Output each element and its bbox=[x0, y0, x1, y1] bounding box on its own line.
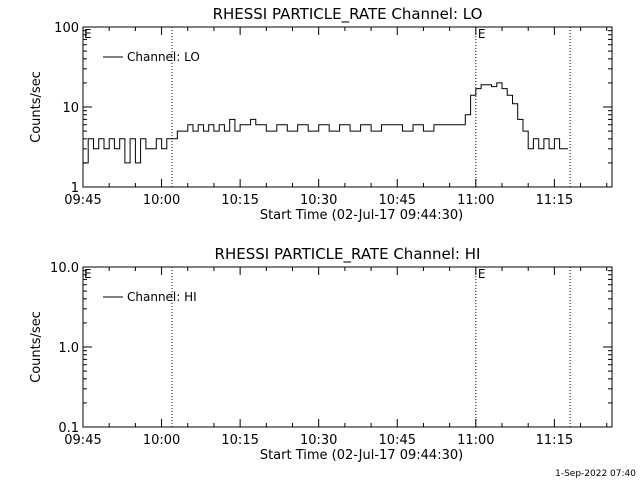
chart-1-x-tick-label: 10:30 bbox=[300, 193, 337, 208]
chart-2-x-tick-label: 09:45 bbox=[64, 433, 101, 448]
chart-2-y-tick-label: 0.1 bbox=[58, 421, 79, 436]
chart-1-x-tick-label: 10:00 bbox=[143, 193, 180, 208]
chart-1-legend-entry: Channel: LO bbox=[127, 50, 200, 64]
chart-1-x-tick-label: 09:45 bbox=[64, 193, 101, 208]
chart-2-x-tick-label: 11:15 bbox=[536, 433, 573, 448]
chart-2-x-tick-label: 10:45 bbox=[379, 433, 416, 448]
chart-1-y-tick-label: 100 bbox=[54, 21, 79, 36]
chart-2-y-tick-label: 10.0 bbox=[50, 261, 79, 276]
chart-1-y-tick-label: 1 bbox=[71, 181, 79, 196]
chart-2-x-tick-label: 10:00 bbox=[143, 433, 180, 448]
chart-2-title: RHESSI PARTICLE_RATE Channel: HI bbox=[215, 245, 481, 264]
chart-2-x-tick-label: 10:30 bbox=[300, 433, 337, 448]
footer-timestamp: 1-Sep-2022 07:40 bbox=[555, 469, 636, 479]
chart-2-y-axis-label: Counts/sec bbox=[29, 311, 44, 383]
chart-1-y-axis-label: Counts/sec bbox=[29, 71, 44, 143]
chart-1-x-axis-label: Start Time (02-Jul-17 09:44:30) bbox=[260, 208, 463, 223]
chart-2-x-axis-label: Start Time (02-Jul-17 09:44:30) bbox=[260, 448, 463, 463]
chart-2-y-tick-label: 1.0 bbox=[58, 341, 79, 356]
chart-2-x-tick-label: 11:00 bbox=[457, 433, 494, 448]
chart-1-x-tick-label: 11:00 bbox=[457, 193, 494, 208]
chart-2-corner-label: E bbox=[84, 267, 92, 281]
chart-1-y-tick-label: 10 bbox=[62, 101, 79, 116]
chart-1-series-line-1 bbox=[83, 82, 568, 164]
chart-1: RHESSI PARTICLE_RATE Channel: LO 09:45 10:… bbox=[29, 5, 613, 223]
chart-2: RHESSI PARTICLE_RATE Channel: HI 09:45 10:… bbox=[29, 245, 613, 463]
chart-1-x-tick-label: 11:15 bbox=[536, 193, 573, 208]
chart-1-x-tick-label: 10:15 bbox=[221, 193, 258, 208]
chart-1-title: RHESSI PARTICLE_RATE Channel: LO bbox=[213, 5, 483, 24]
chart-1-corner-label: E bbox=[84, 27, 92, 41]
chart-2-event-marker-label: E bbox=[478, 267, 486, 281]
chart-2-x-tick-label: 10:15 bbox=[221, 433, 258, 448]
chart-2-legend-entry: Channel: HI bbox=[127, 290, 197, 304]
chart-1-event-marker-label: E bbox=[478, 27, 486, 41]
chart-1-x-tick-label: 10:45 bbox=[379, 193, 416, 208]
